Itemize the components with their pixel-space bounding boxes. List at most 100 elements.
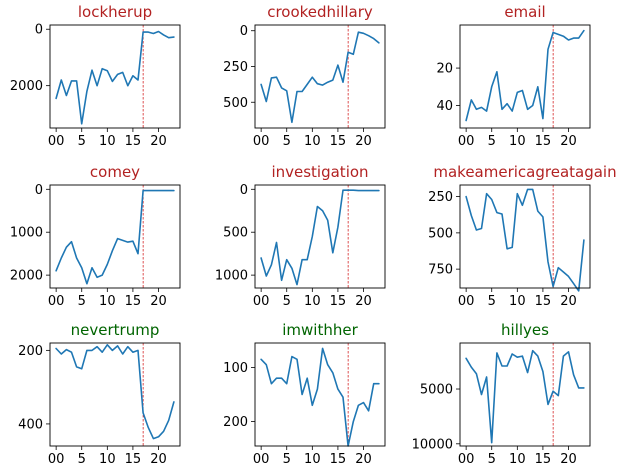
panel-title: imwithher bbox=[282, 321, 358, 339]
x-tick-label: 10 bbox=[304, 134, 321, 149]
x-tick-label: 15 bbox=[125, 294, 142, 309]
panel-investigation: investigation 00 5 10 15 20 0 500 1000 bbox=[215, 163, 386, 309]
panel-title: email bbox=[504, 3, 545, 21]
y-tick-label: 100 bbox=[223, 361, 248, 376]
x-tick-label: 00 bbox=[48, 294, 65, 309]
y-tick-label: 250 bbox=[223, 60, 248, 75]
series-line bbox=[55, 30, 175, 125]
series-line bbox=[55, 189, 175, 285]
axes-frame bbox=[49, 342, 181, 447]
panel-hillyes: hillyes 00 5 10 15 20 5000 10000 bbox=[412, 321, 591, 467]
axes-frame bbox=[459, 24, 591, 129]
y-tick-label: 1000 bbox=[10, 226, 43, 241]
x-tick-label: 15 bbox=[330, 134, 347, 149]
x-tick-label: 10 bbox=[509, 134, 526, 149]
x-tick-label: 20 bbox=[355, 452, 372, 467]
x-tick-label: 15 bbox=[125, 134, 142, 149]
x-tick-label: 20 bbox=[355, 134, 372, 149]
y-tick-label: 2000 bbox=[10, 269, 43, 284]
x-tick-label: 20 bbox=[560, 452, 577, 467]
x-tick-label: 5 bbox=[488, 294, 496, 309]
y-tick-label: 5000 bbox=[420, 383, 453, 398]
x-tick-label: 15 bbox=[330, 452, 347, 467]
y-tick-label: 20 bbox=[436, 62, 453, 77]
panel-title: comey bbox=[90, 163, 140, 181]
x-tick-label: 00 bbox=[458, 294, 475, 309]
y-tick-label: 2000 bbox=[10, 79, 43, 94]
x-tick-label: 10 bbox=[304, 452, 321, 467]
x-tick-label: 5 bbox=[283, 452, 291, 467]
x-tick-label: 20 bbox=[150, 294, 167, 309]
series-line bbox=[55, 343, 175, 440]
y-tick-label: 0 bbox=[35, 183, 43, 198]
panel-title: hillyes bbox=[501, 321, 549, 339]
series-line bbox=[260, 347, 380, 447]
y-tick-label: 0 bbox=[35, 23, 43, 38]
x-tick-label: 00 bbox=[253, 452, 270, 467]
y-tick-label: 10000 bbox=[412, 437, 453, 452]
x-tick-label: 10 bbox=[99, 452, 116, 467]
panel-email: email 00 5 10 15 20 20 40 bbox=[436, 3, 591, 149]
x-tick-label: 20 bbox=[150, 452, 167, 467]
y-tick-label: 750 bbox=[428, 263, 453, 278]
panel-comey: comey 00 5 10 15 20 0 1000 2000 bbox=[10, 163, 181, 309]
x-tick-label: 10 bbox=[509, 452, 526, 467]
x-tick-label: 20 bbox=[560, 134, 577, 149]
x-tick-label: 5 bbox=[283, 294, 291, 309]
panel-title: crookedhillary bbox=[267, 3, 373, 21]
y-tick-label: 250 bbox=[428, 190, 453, 205]
axes-frame bbox=[459, 342, 591, 447]
axes-frame bbox=[254, 342, 386, 447]
axes-frame bbox=[254, 184, 386, 289]
x-tick-label: 00 bbox=[48, 452, 65, 467]
axes-frame bbox=[254, 24, 386, 129]
axes-frame bbox=[459, 184, 591, 289]
x-tick-label: 15 bbox=[535, 452, 552, 467]
x-tick-label: 5 bbox=[488, 134, 496, 149]
y-tick-label: 500 bbox=[223, 226, 248, 241]
y-tick-label: 1000 bbox=[215, 269, 248, 284]
axes-frame bbox=[49, 24, 181, 129]
x-tick-label: 5 bbox=[78, 452, 86, 467]
series-line bbox=[260, 31, 380, 124]
series-line bbox=[465, 188, 585, 292]
x-tick-label: 5 bbox=[78, 134, 86, 149]
panel-title: investigation bbox=[271, 163, 368, 181]
x-tick-label: 00 bbox=[253, 294, 270, 309]
panel-title: nevertrump bbox=[71, 321, 160, 339]
axes-frame bbox=[49, 184, 181, 289]
x-tick-label: 10 bbox=[99, 134, 116, 149]
x-tick-label: 20 bbox=[150, 134, 167, 149]
x-tick-label: 5 bbox=[488, 452, 496, 467]
y-tick-label: 200 bbox=[18, 344, 43, 359]
series-line bbox=[465, 29, 585, 122]
x-tick-label: 00 bbox=[253, 134, 270, 149]
panel-crookedhillary: crookedhillary 00 5 10 15 20 0 250 500 bbox=[223, 3, 386, 149]
series-line bbox=[465, 349, 585, 444]
x-tick-label: 20 bbox=[355, 294, 372, 309]
x-tick-label: 15 bbox=[535, 134, 552, 149]
panel-makeamericagreatagain: makeamericagreatagain 00 5 10 15 20 250 500 750 bbox=[428, 163, 616, 309]
x-tick-label: 10 bbox=[304, 294, 321, 309]
x-tick-label: 5 bbox=[283, 134, 291, 149]
y-tick-label: 400 bbox=[18, 417, 43, 432]
x-tick-label: 00 bbox=[48, 134, 65, 149]
panel-title: makeamericagreatagain bbox=[433, 163, 616, 181]
y-tick-label: 500 bbox=[223, 96, 248, 111]
panel-imwithher: imwithher 00 5 10 15 20 100 200 bbox=[223, 321, 386, 467]
y-tick-label: 0 bbox=[240, 24, 248, 39]
series-line bbox=[260, 189, 380, 286]
x-tick-label: 00 bbox=[458, 134, 475, 149]
x-tick-label: 10 bbox=[99, 294, 116, 309]
x-tick-label: 15 bbox=[535, 294, 552, 309]
y-tick-label: 200 bbox=[223, 415, 248, 430]
x-tick-label: 15 bbox=[330, 294, 347, 309]
y-tick-label: 40 bbox=[436, 99, 453, 114]
x-tick-label: 5 bbox=[78, 294, 86, 309]
y-tick-label: 500 bbox=[428, 226, 453, 241]
x-tick-label: 20 bbox=[560, 294, 577, 309]
panel-lockherup: lockherup 00 5 10 15 20 0 2000 bbox=[10, 3, 181, 149]
panel-nevertrump: nevertrump 00 5 10 15 20 200 400 bbox=[18, 321, 181, 467]
panel-title: lockherup bbox=[78, 3, 152, 21]
